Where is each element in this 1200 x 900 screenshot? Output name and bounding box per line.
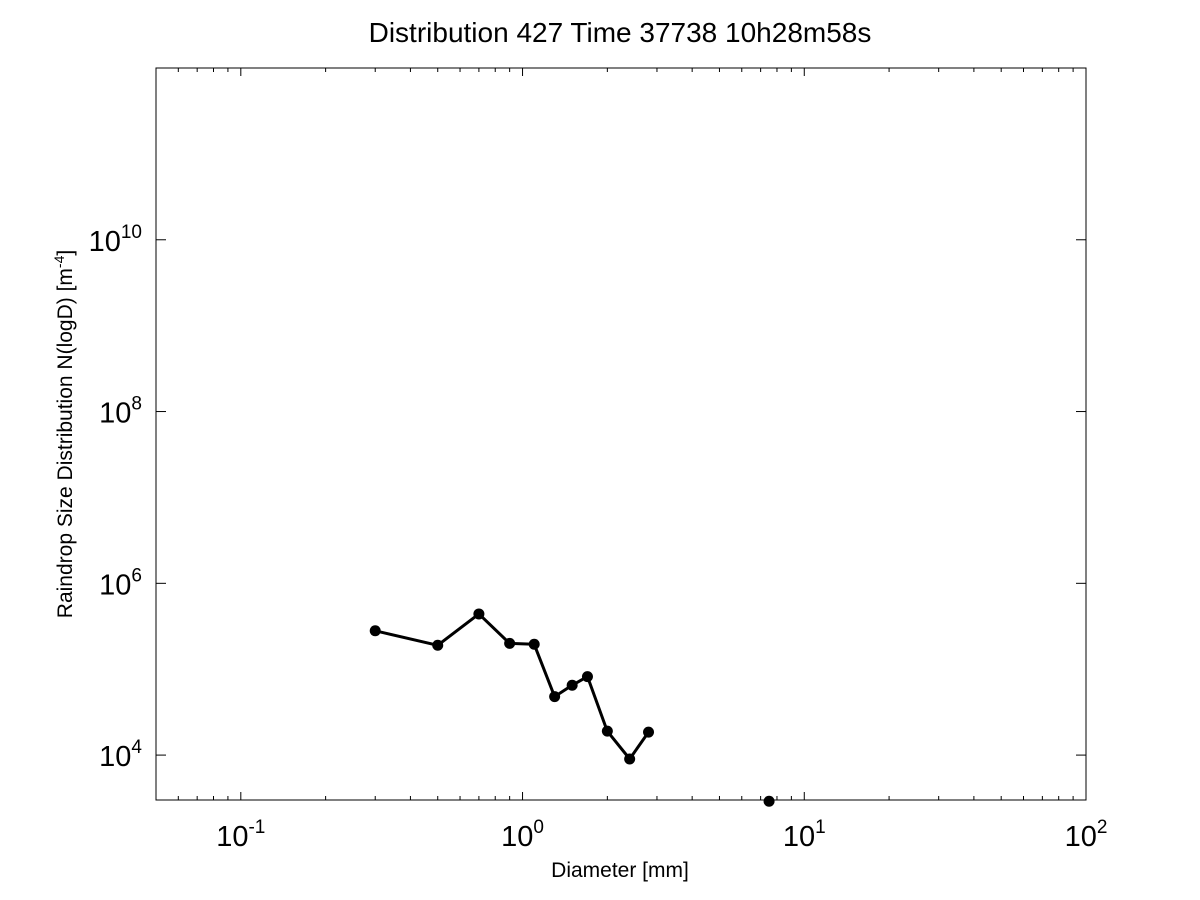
data-point (528, 638, 540, 650)
y-tick-label: 104 (99, 737, 142, 773)
data-point (624, 753, 636, 765)
x-axis-label: Diameter [mm] (551, 859, 689, 882)
data-point (601, 725, 613, 737)
data-point (473, 608, 485, 620)
y-tick-label: 106 (99, 565, 142, 601)
axis-ticks (155, 68, 1087, 800)
plot-frame (155, 67, 1087, 801)
data-point (549, 691, 561, 703)
x-tick-label: 101 (783, 817, 826, 853)
data-point (369, 625, 381, 637)
data-point (432, 639, 444, 651)
chart-title: Distribution 427 Time 37738 10h28m58s (369, 17, 872, 48)
data-point (581, 671, 593, 683)
y-tick-label: 1010 (89, 222, 142, 258)
data-point (504, 637, 516, 649)
data-point (566, 679, 578, 691)
y-tick-label: 108 (99, 394, 142, 430)
tick-labels: 10-1 100 101 102 104 106 108 1010 (89, 222, 1108, 853)
series-line (374, 612, 650, 761)
y-axis-label: Raindrop Size Distribution N(logD) [m-4] (51, 250, 77, 618)
x-tick-label: 100 (501, 817, 544, 853)
x-tick-label: 10-1 (216, 817, 265, 853)
x-tick-label: 102 (1065, 817, 1108, 853)
series-layer (369, 608, 775, 807)
data-point (643, 726, 655, 738)
data-point (763, 795, 775, 807)
